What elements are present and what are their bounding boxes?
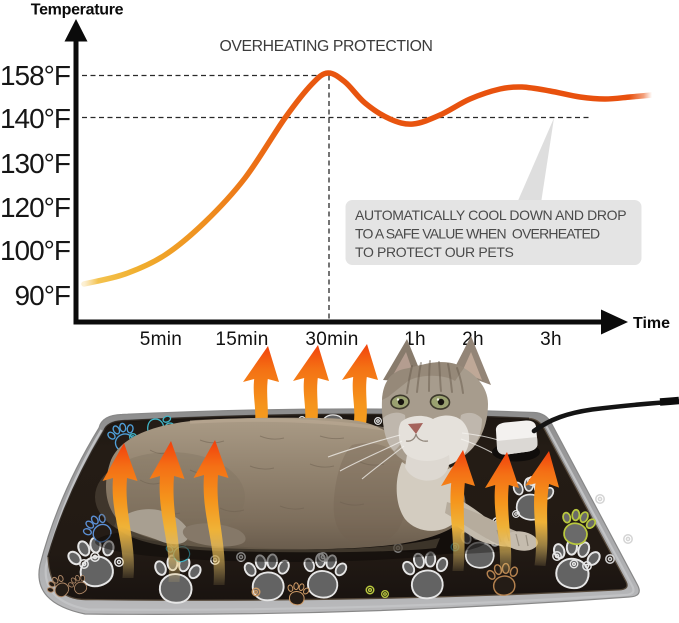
svg-text:Time: Time — [633, 315, 670, 332]
svg-text:AUTOMATICALLY COOL DOWN AND DR: AUTOMATICALLY COOL DOWN AND DROP — [355, 207, 626, 223]
svg-text:3h: 3h — [540, 329, 562, 350]
svg-text:OVERHEATING PROTECTION: OVERHEATING PROTECTION — [220, 38, 433, 55]
svg-text:158°F: 158°F — [0, 60, 70, 91]
svg-text:100°F: 100°F — [0, 235, 70, 266]
svg-text:Temperature: Temperature — [31, 2, 124, 19]
svg-text:140°F: 140°F — [0, 103, 70, 134]
svg-text:120°F: 120°F — [0, 192, 70, 223]
svg-text:90°F: 90°F — [15, 280, 70, 311]
svg-text:130°F: 130°F — [0, 148, 70, 179]
svg-text:15min: 15min — [215, 329, 268, 350]
svg-text:30min: 30min — [305, 329, 358, 350]
svg-text:1h: 1h — [404, 329, 426, 350]
svg-text:5min: 5min — [140, 329, 182, 350]
svg-text:TO A SAFE VALUE WHEN OVERHEAT: TO A SAFE VALUE WHEN OVERHEATED — [355, 226, 600, 242]
svg-text:TO PROTECT OUR PETS: TO PROTECT OUR PETS — [355, 244, 514, 260]
